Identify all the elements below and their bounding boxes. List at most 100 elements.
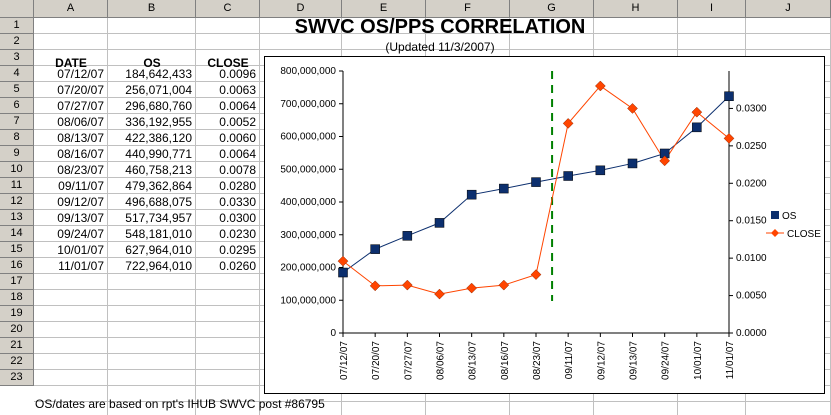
x-tick-label: 09/24/07 [661,341,672,380]
os-data-point [402,231,413,241]
cell-os[interactable]: 422,386,120 [125,131,192,145]
row-header-19[interactable]: 19 [0,306,34,322]
cell-date[interactable]: 08/23/07 [57,163,104,177]
x-tick-label: 09/11/07 [564,341,575,380]
column-header-a[interactable]: A [34,0,108,18]
os-data-point [499,183,509,194]
cell-os[interactable]: 440,990,771 [125,147,192,161]
cell-close[interactable]: 0.0230 [219,227,256,241]
row-header-18[interactable]: 18 [0,290,34,306]
x-tick-label: 09/12/07 [596,341,607,380]
cell-date[interactable]: 07/20/07 [57,83,104,97]
cell-date[interactable]: 07/12/07 [57,67,104,81]
cell-date[interactable]: 09/13/07 [57,211,104,225]
cell-close[interactable]: 0.0330 [219,195,256,209]
cell-close[interactable]: 0.0052 [219,115,256,129]
row-header-9[interactable]: 9 [0,146,34,162]
select-all-corner[interactable] [0,0,34,18]
row-header-14[interactable]: 14 [0,226,34,242]
right-tick-label: 0.0000 [736,328,767,339]
cell-os[interactable]: 460,758,213 [125,163,192,177]
cell-date[interactable]: 08/13/07 [57,131,104,145]
cell-date[interactable]: 09/11/07 [58,179,104,193]
left-tick-label: 100,000,000 [280,295,336,306]
row-header-4[interactable]: 4 [0,66,34,82]
cell-date[interactable]: 09/12/07 [57,195,104,209]
row-header-20[interactable]: 20 [0,322,34,338]
cell-date[interactable]: 08/06/07 [57,115,104,129]
cell-close[interactable]: 0.0096 [219,67,256,81]
legend-close-label: CLOSE [787,229,821,240]
row-header-16[interactable]: 16 [0,258,34,274]
cell-close[interactable]: 0.0300 [219,211,256,225]
column-header-e[interactable]: E [342,0,426,18]
column-header-d[interactable]: D [260,0,342,18]
cell-date[interactable]: 09/24/07 [57,227,104,241]
column-header-g[interactable]: G [510,0,594,18]
row-header-5[interactable]: 5 [0,82,34,98]
cell-os[interactable]: 479,362,864 [125,179,192,193]
row-header-8[interactable]: 8 [0,130,34,146]
cell-os[interactable]: 722,964,010 [125,259,192,273]
x-tick-label: 09/13/07 [629,341,640,380]
cell-os[interactable]: 517,734,957 [125,211,192,225]
cell-date[interactable]: 08/16/07 [57,147,104,161]
row-header-11[interactable]: 11 [0,178,34,194]
cell-date[interactable]: 11/01/07 [58,259,104,273]
chart-area[interactable]: 0 100,000,000 200,000,000 300,000,000 400,00… [264,56,825,394]
left-tick-label: 500,000,000 [280,164,336,175]
row-header-21[interactable]: 21 [0,338,34,354]
cell-close[interactable]: 0.0280 [219,179,256,193]
os-data-point [370,244,380,254]
row-header-1[interactable]: 1 [0,18,34,34]
close-data-point [369,280,381,292]
close-data-point [659,155,671,167]
cell-os[interactable]: 627,964,010 [125,243,192,257]
cell-os[interactable]: 184,642,433 [125,67,192,81]
cell-close[interactable]: 0.0063 [219,83,256,97]
column-header-j[interactable]: J [746,0,831,18]
x-tick-label: 07/12/07 [339,341,350,380]
cell-os[interactable]: 548,181,010 [125,227,192,241]
header-close[interactable]: CLOSE [207,56,249,70]
right-tick-label: 0.0250 [736,141,767,152]
column-header-c[interactable]: C [196,0,260,18]
cell-os[interactable]: 296,680,760 [125,99,192,113]
os-data-point [692,122,702,133]
column-header-h[interactable]: H [594,0,678,18]
grid-row-line [34,49,831,50]
row-header-3[interactable]: 3 [0,50,34,66]
row-header-13[interactable]: 13 [0,210,34,226]
row-header-2[interactable]: 2 [0,34,34,50]
row-header-22[interactable]: 22 [0,354,34,370]
grid-column-line [259,18,260,415]
cell-close[interactable]: 0.0260 [219,259,256,273]
cell-close[interactable]: 0.0064 [219,147,256,161]
row-header-17[interactable]: 17 [0,274,34,290]
column-header-b[interactable]: B [108,0,196,18]
sheet-subtitle: (Updated 11/3/2007) [385,40,495,54]
cell-close[interactable]: 0.0064 [219,99,256,113]
x-tick-label: 08/23/07 [532,341,543,380]
row-header-23[interactable]: 23 [0,370,34,386]
cell-os[interactable]: 256,071,004 [125,83,192,97]
row-header-6[interactable]: 6 [0,98,34,114]
row-header-15[interactable]: 15 [0,242,34,258]
source-note[interactable]: OS/dates are based on rpt's IHUB SWVC po… [35,397,325,411]
header-os[interactable]: OS [143,56,161,70]
column-header-f[interactable]: F [426,0,510,18]
cell-date[interactable]: 07/27/07 [57,99,104,113]
header-date[interactable]: DATE [55,56,87,70]
row-header-7[interactable]: 7 [0,114,34,130]
right-tick-label: 0.0100 [736,253,767,264]
cell-date[interactable]: 10/01/07 [57,243,104,257]
row-header-12[interactable]: 12 [0,194,34,210]
cell-close[interactable]: 0.0295 [219,243,256,257]
row-header-10[interactable]: 10 [0,162,34,178]
cell-close[interactable]: 0.0060 [219,131,256,145]
cell-os[interactable]: 496,688,075 [125,195,192,209]
cell-close[interactable]: 0.0078 [219,163,256,177]
column-header-i[interactable]: I [678,0,746,18]
close-data-point [627,103,638,114]
cell-os[interactable]: 336,192,955 [125,115,192,129]
